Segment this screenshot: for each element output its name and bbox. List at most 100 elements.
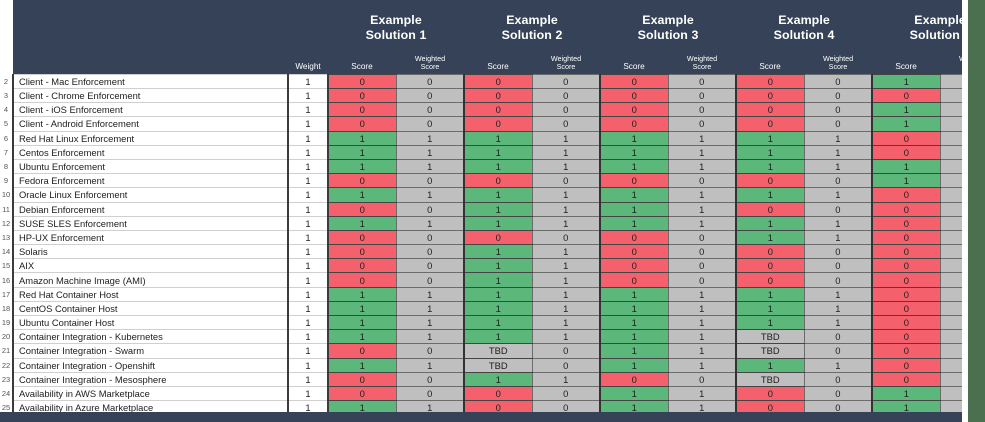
score-cell-solution-2: 1 bbox=[463, 201, 533, 217]
row-number: 24 bbox=[0, 386, 14, 401]
score-cell-solution-2: 0 bbox=[463, 87, 533, 104]
score-cell-solution-3: 1 bbox=[599, 314, 669, 331]
criterion-label: Red Hat Container Host bbox=[12, 286, 289, 302]
row-number: 21 bbox=[0, 343, 14, 359]
score-cell-solution-1: 0 bbox=[327, 102, 396, 118]
criterion-label: CentOS Container Host bbox=[12, 300, 289, 317]
weighted-score-cell-solution-1: 0 bbox=[395, 229, 465, 246]
weighted-score-cell-solution-2: 0 bbox=[531, 357, 601, 373]
weighted-score-cell-solution-3: 0 bbox=[667, 272, 737, 288]
weighted-score-cell-solution-3: 1 bbox=[667, 130, 737, 146]
score-cell-solution-2: 1 bbox=[463, 244, 533, 260]
weighted-score-cell-solution-1: 1 bbox=[395, 187, 465, 203]
score-cell-solution-5: 0 bbox=[871, 258, 941, 274]
score-cell-solution-1: 1 bbox=[327, 144, 396, 160]
right-white-margin bbox=[962, 0, 968, 422]
weighted-score-cell-solution-4: 0 bbox=[803, 102, 873, 118]
weighted-score-cell-solution-2: 1 bbox=[531, 314, 601, 331]
table-row: 24 Availability in AWS Marketplace 1 0 0 0 0 1 1… bbox=[0, 385, 968, 402]
weight-cell: 1 bbox=[288, 385, 329, 402]
score-cell-solution-5: 1 bbox=[871, 73, 941, 90]
criteria-subheader-blank bbox=[13, 55, 288, 75]
weighted-score-cell-solution-1: 0 bbox=[395, 116, 465, 132]
row-number: 18 bbox=[0, 301, 14, 316]
table-row: 21 Container Integration - Swarm 1 0 0 TBD 0 1 1… bbox=[0, 343, 968, 359]
score-cell-solution-5: 0 bbox=[871, 144, 941, 160]
weighted-score-cell-solution-4: 1 bbox=[803, 187, 873, 203]
table-row: 22 Container Integration - Openshift 1 1 1 TB… bbox=[0, 357, 968, 373]
score-cell-solution-4: 1 bbox=[735, 229, 805, 246]
score-cell-solution-1: 1 bbox=[327, 400, 396, 416]
criterion-label: Amazon Machine Image (AMI) bbox=[12, 272, 289, 288]
weight-cell: 1 bbox=[288, 371, 329, 387]
criterion-label: Red Hat Linux Enforcement bbox=[12, 130, 289, 146]
score-cell-solution-4: 0 bbox=[735, 272, 805, 288]
row-number: 9 bbox=[0, 173, 14, 188]
criterion-label: Client - iOS Enforcement bbox=[12, 102, 289, 118]
solution-title-2: Example Solution 2 bbox=[464, 0, 601, 55]
weighted-score-cell-solution-5: 1 bbox=[939, 116, 968, 132]
weighted-score-cell-solution-1: 1 bbox=[395, 329, 465, 345]
score-cell-solution-3: 0 bbox=[599, 258, 669, 274]
row-number: 25 bbox=[0, 400, 14, 415]
weighted-score-cell-solution-5: 1 bbox=[939, 158, 968, 175]
score-cell-solution-2: TBD bbox=[463, 357, 533, 373]
row-number: 5 bbox=[0, 116, 14, 132]
weighted-score-cell-solution-2: 1 bbox=[531, 130, 601, 146]
weighted-score-cell-solution-4: 0 bbox=[803, 258, 873, 274]
weight-cell: 1 bbox=[288, 144, 329, 160]
score-header-3: Score bbox=[600, 55, 669, 75]
score-cell-solution-2: 1 bbox=[463, 187, 533, 203]
score-cell-solution-4: 0 bbox=[735, 116, 805, 132]
score-cell-solution-5: 0 bbox=[871, 272, 941, 288]
score-cell-solution-2: 1 bbox=[463, 130, 533, 146]
score-header-5: Score bbox=[872, 55, 941, 75]
weighted-score-cell-solution-1: 0 bbox=[395, 87, 465, 104]
weighted-score-cell-solution-1: 0 bbox=[395, 201, 465, 217]
score-cell-solution-2: 1 bbox=[463, 144, 533, 160]
score-header-4: Score bbox=[736, 55, 805, 75]
score-cell-solution-3: 1 bbox=[599, 144, 669, 160]
row-number: 4 bbox=[0, 102, 14, 117]
weighted-score-cell-solution-1: 1 bbox=[395, 300, 465, 317]
weighted-score-cell-solution-3: 1 bbox=[667, 286, 737, 302]
weighted-score-cell-solution-5: 0 bbox=[939, 215, 968, 231]
weighted-score-cell-solution-5: 0 bbox=[939, 130, 968, 146]
weighted-score-header-4: Weighted Score bbox=[804, 54, 873, 75]
score-cell-solution-1: 0 bbox=[327, 73, 396, 90]
score-cell-solution-2: 0 bbox=[463, 173, 533, 189]
weighted-score-cell-solution-3: 1 bbox=[667, 385, 737, 402]
weight-cell: 1 bbox=[288, 244, 329, 260]
criterion-label: Container Integration - Kubernetes bbox=[12, 329, 289, 345]
weighted-score-cell-solution-3: 0 bbox=[667, 87, 737, 104]
weighted-score-cell-solution-5: 0 bbox=[939, 329, 968, 345]
score-cell-solution-3: 0 bbox=[599, 73, 669, 90]
weighted-score-cell-solution-3: 1 bbox=[667, 357, 737, 373]
score-cell-solution-5: 0 bbox=[871, 229, 941, 246]
weighted-score-cell-solution-2: 0 bbox=[531, 229, 601, 246]
weighted-score-cell-solution-2: 0 bbox=[531, 73, 601, 90]
score-cell-solution-2: 0 bbox=[463, 385, 533, 402]
rownum-gutter-subheader bbox=[0, 55, 13, 75]
weighted-score-cell-solution-4: 0 bbox=[803, 173, 873, 189]
weighted-score-cell-solution-3: 0 bbox=[667, 244, 737, 260]
score-cell-solution-3: 0 bbox=[599, 173, 669, 189]
weighted-score-cell-solution-2: 1 bbox=[531, 258, 601, 274]
weighted-score-cell-solution-4: 1 bbox=[803, 286, 873, 302]
weighted-score-cell-solution-3: 0 bbox=[667, 116, 737, 132]
weight-cell: 1 bbox=[288, 258, 329, 274]
page-right-margin bbox=[968, 0, 985, 422]
score-cell-solution-1: 1 bbox=[327, 314, 396, 331]
score-cell-solution-3: 0 bbox=[599, 371, 669, 387]
weight-cell: 1 bbox=[288, 286, 329, 302]
weighted-score-cell-solution-1: 0 bbox=[395, 371, 465, 387]
row-number: 16 bbox=[0, 272, 14, 288]
criterion-label: Ubuntu Container Host bbox=[12, 314, 289, 331]
weighted-score-cell-solution-4: 1 bbox=[803, 229, 873, 246]
criterion-label: Availability in AWS Marketplace bbox=[12, 385, 289, 402]
score-cell-solution-5: 0 bbox=[871, 87, 941, 104]
